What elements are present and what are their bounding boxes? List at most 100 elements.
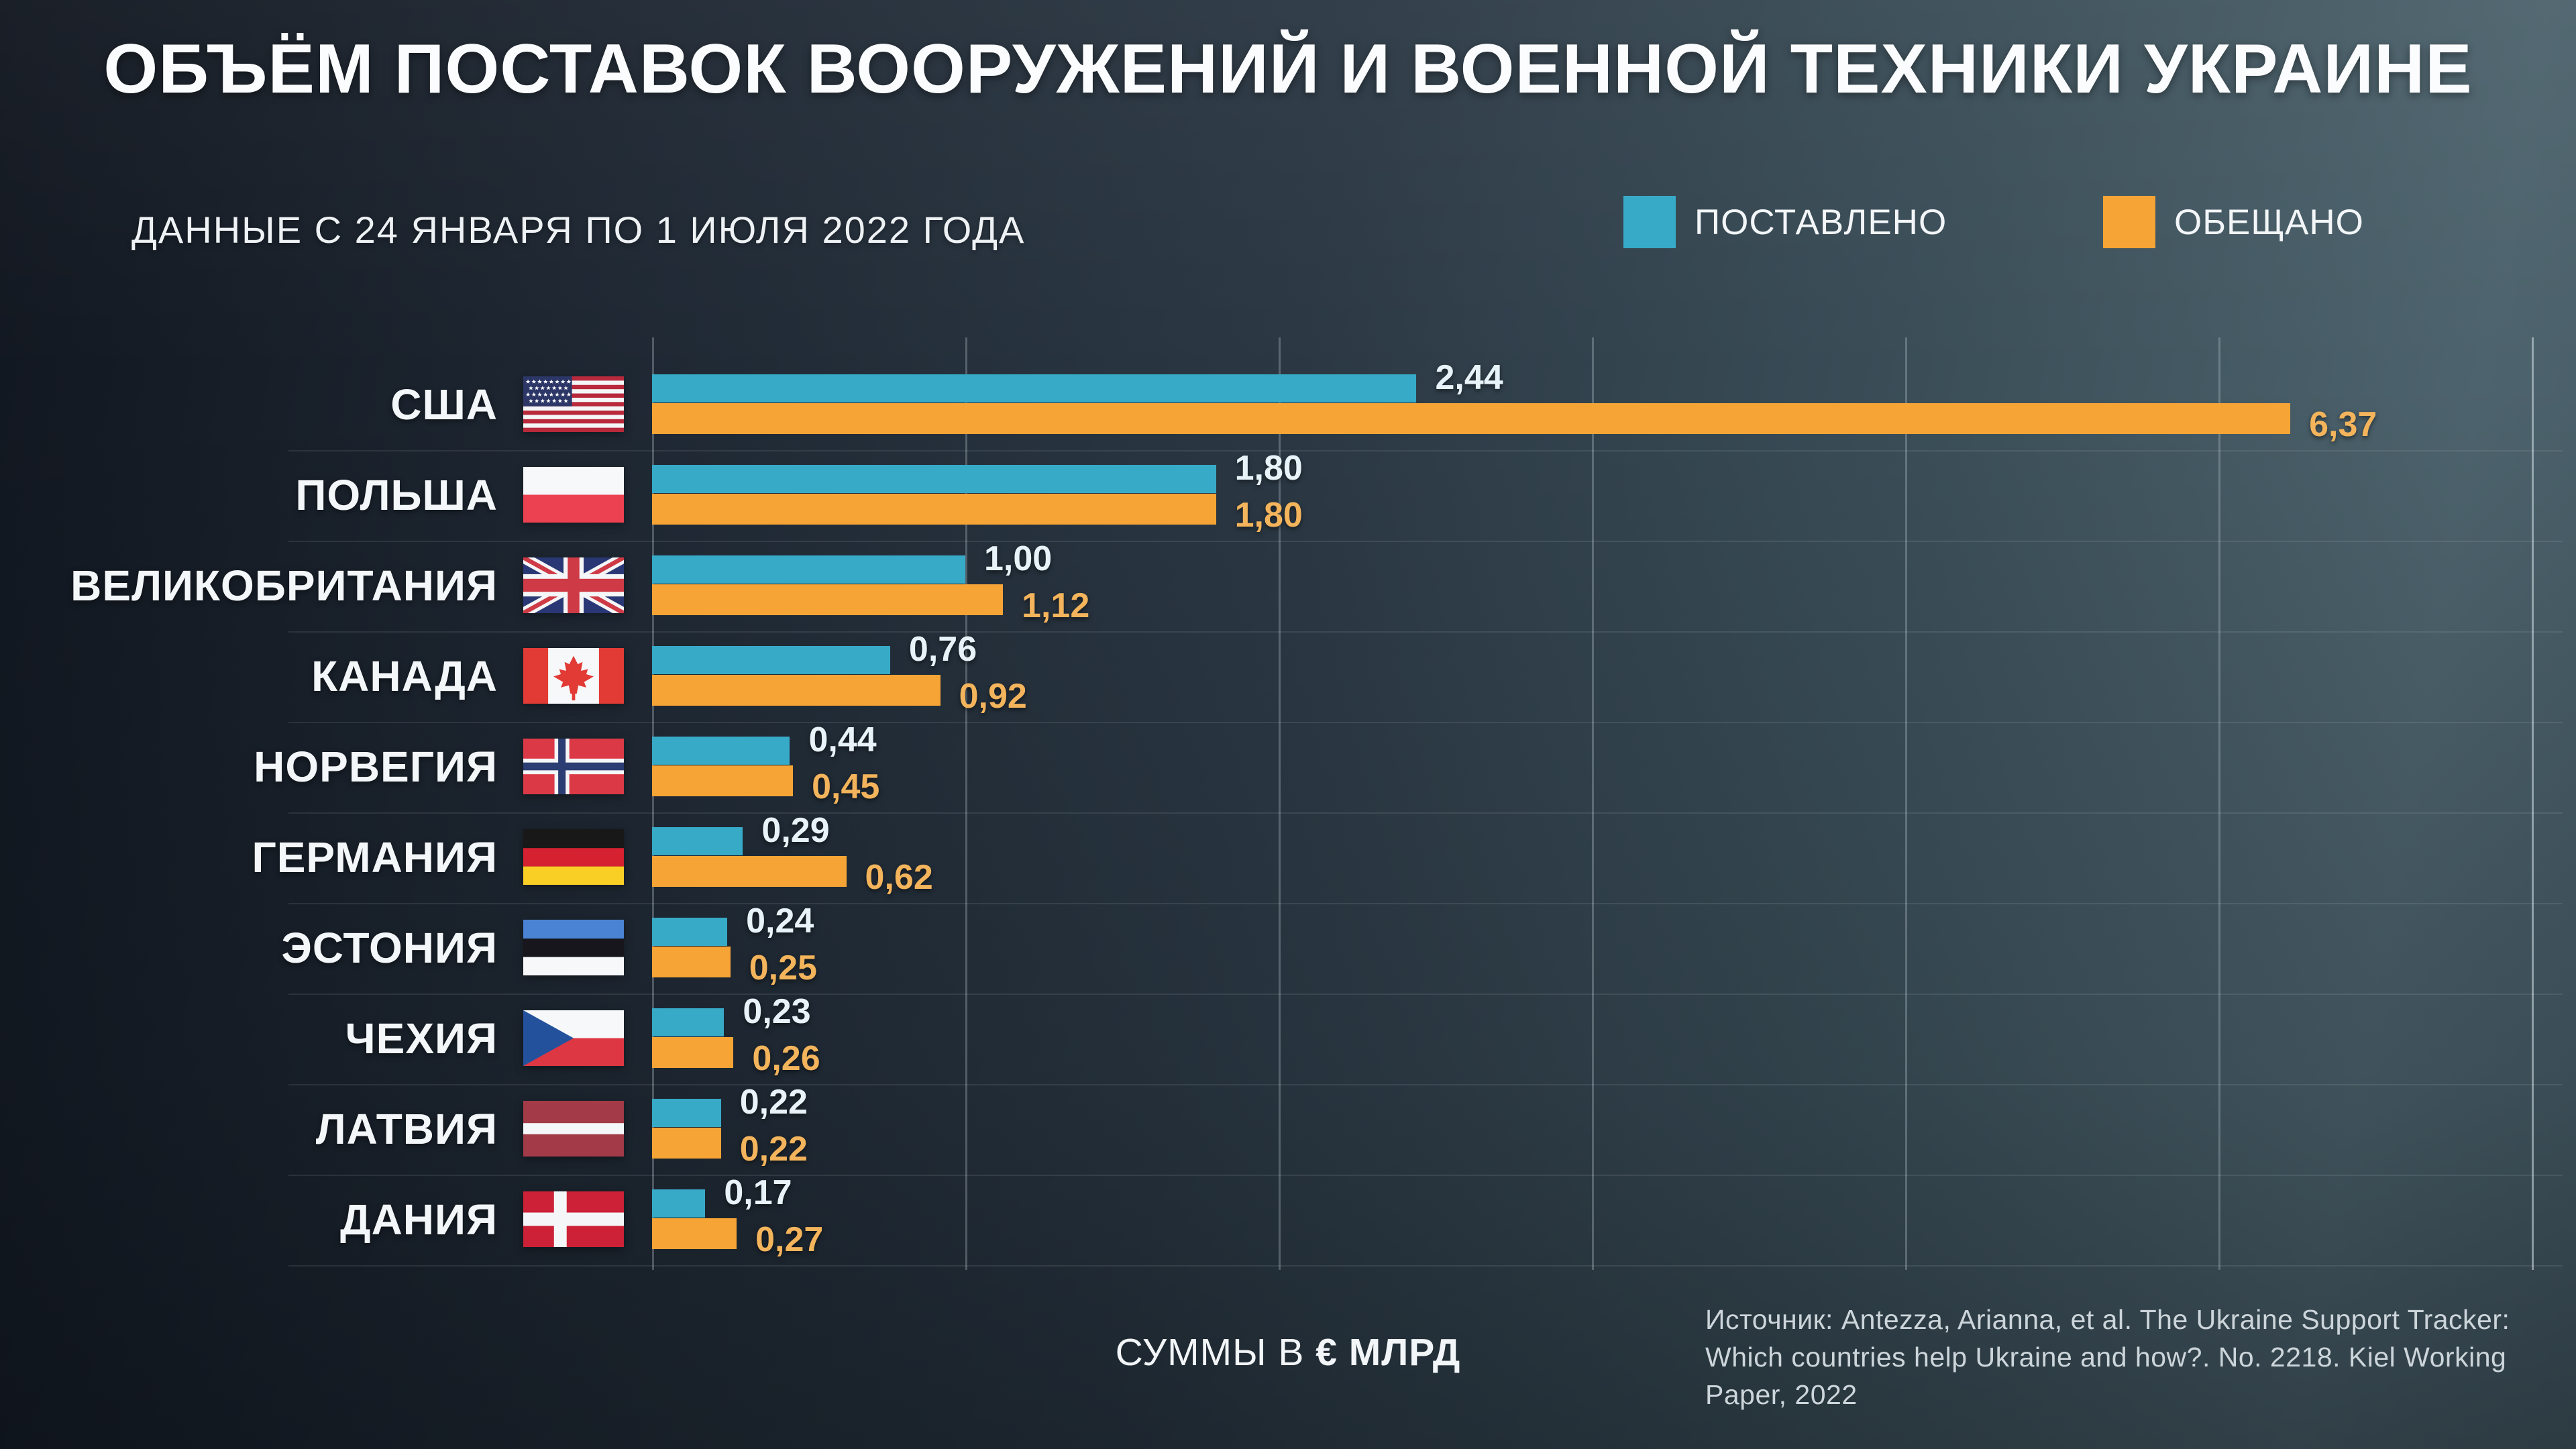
row-separator (288, 450, 2563, 451)
row-separator (288, 812, 2563, 814)
gridline-2 (1279, 337, 1281, 1270)
delivered-bar (652, 827, 743, 855)
bar-pair: 0,29 0,62 (652, 811, 2576, 897)
delivered-bar (652, 737, 790, 765)
promised-value-label: 0,45 (812, 767, 880, 806)
country-label: ПОЛЬША (295, 470, 498, 519)
delivered-value-label: 0,23 (743, 992, 811, 1031)
country-row-poland: ПОЛЬША 1,80 1,80 (0, 449, 2576, 555)
source-line-2: Which countries help Ukraine and how?. N… (1705, 1341, 2507, 1410)
bar-pair: 0,44 0,45 (652, 720, 2576, 806)
bar-pair: 0,76 0,92 (652, 630, 2576, 716)
delivered-value-label: 0,17 (724, 1173, 792, 1212)
promised-bar (652, 494, 1216, 525)
country-row-usa: США 2,44 6,37 (0, 358, 2576, 465)
promised-bar (652, 1128, 721, 1159)
legend-promised-label: ОБЕЩАНО (2174, 202, 2364, 242)
country-row-germany: ГЕРМАНИЯ 0,29 0,62 (0, 811, 2576, 918)
page-title: ОБЪЁМ ПОСТАВОК ВООРУЖЕНИЙ И ВОЕННОЙ ТЕХН… (103, 30, 2473, 108)
flag-usa-icon (523, 376, 624, 432)
bar-pair: 2,44 6,37 (652, 358, 2576, 444)
country-label: ГЕРМАНИЯ (252, 833, 498, 881)
gridline-0 (652, 337, 654, 1270)
flag-germany-icon (523, 829, 624, 885)
subtitle-date-range: ДАННЫЕ С 24 ЯНВАРЯ ПО 1 ИЮЛЯ 2022 ГОДА (131, 209, 1026, 251)
gridline-6 (2532, 337, 2534, 1270)
delivered-value-label: 0,44 (808, 720, 877, 759)
row-separator (288, 1084, 2563, 1085)
promised-value-label: 0,25 (749, 949, 817, 987)
delivered-bar (652, 1008, 724, 1036)
bar-pair: 0,24 0,25 (652, 902, 2576, 987)
legend-delivered-label: ПОСТАВЛЕНО (1695, 202, 1947, 242)
delivered-bar (652, 465, 1216, 493)
row-separator (288, 1175, 2563, 1176)
country-row-estonia: ЭСТОНИЯ 0,24 0,25 (0, 902, 2576, 1008)
gridline-4 (1905, 337, 1907, 1270)
bar-pair: 0,17 0,27 (652, 1173, 2576, 1259)
promised-bar (652, 1037, 734, 1068)
delivered-bar (652, 918, 728, 946)
promised-value-label: 0,22 (739, 1130, 808, 1169)
delivered-bar (652, 646, 890, 674)
legend-delivered: ПОСТАВЛЕНО (1623, 196, 1947, 248)
delivered-value-label: 0,76 (908, 630, 977, 669)
promised-value-label: 0,27 (755, 1220, 824, 1259)
promised-bar (652, 765, 794, 796)
flag-poland-icon (523, 467, 624, 523)
bar-pair: 1,00 1,12 (652, 539, 2576, 625)
delivered-value-label: 1,80 (1234, 449, 1303, 488)
delivered-bar (652, 555, 965, 584)
flag-denmark-icon (523, 1191, 624, 1247)
row-separator (288, 631, 2563, 633)
delivered-bar (652, 1099, 721, 1127)
country-row-canada: КАНАДА 0,76 0,92 (0, 630, 2576, 737)
source-attribution: Источник: Antezza, Arianna, et al. The U… (1705, 1301, 2576, 1413)
country-row-latvia: ЛАТВИЯ 0,22 0,22 (0, 1083, 2576, 1189)
promised-value-label: 0,92 (959, 677, 1027, 716)
flag-norway-icon (523, 739, 624, 794)
legend-promised: ОБЕЩАНО (2103, 196, 2364, 248)
units-caption-bold: € МЛРД (1316, 1331, 1461, 1374)
country-label: НОРВЕГИЯ (254, 742, 498, 791)
legend-promised-swatch-icon (2103, 196, 2155, 248)
country-label: США (390, 380, 498, 429)
country-row-denmark: ДАНИЯ 0,17 0,27 (0, 1173, 2576, 1280)
delivered-bar (652, 374, 1417, 402)
country-label: ЛАТВИЯ (315, 1104, 498, 1153)
delivered-value-label: 2,44 (1435, 358, 1503, 397)
promised-value-label: 1,12 (1022, 586, 1090, 625)
delivered-value-label: 0,22 (739, 1083, 808, 1122)
country-label: ДАНИЯ (339, 1195, 498, 1244)
row-separator (288, 994, 2563, 995)
promised-value-label: 0,62 (865, 858, 933, 897)
country-row-norway: НОРВЕГИЯ 0,44 0,45 (0, 720, 2576, 827)
delivered-value-label: 0,29 (761, 811, 830, 850)
promised-bar (652, 584, 1004, 615)
row-separator (288, 1265, 2563, 1267)
row-separator (288, 722, 2563, 723)
country-label: ЧЕХИЯ (345, 1014, 498, 1063)
promised-value-label: 6,37 (2309, 405, 2377, 444)
country-label: КАНАДА (311, 651, 498, 700)
country-row-czechia: ЧЕХИЯ 0,23 0,26 (0, 992, 2576, 1099)
bar-pair: 1,80 1,80 (652, 449, 2576, 535)
country-label: ВЕЛИКОБРИТАНИЯ (70, 561, 498, 610)
flag-estonia-icon (523, 920, 624, 975)
row-separator (288, 541, 2563, 542)
promised-value-label: 1,80 (1234, 496, 1303, 535)
bar-pair: 0,22 0,22 (652, 1083, 2576, 1169)
flag-canada-icon (523, 648, 624, 704)
legend-delivered-swatch-icon (1623, 196, 1676, 248)
gridline-1 (965, 337, 967, 1270)
country-label: ЭСТОНИЯ (281, 923, 498, 972)
flag-latvia-icon (523, 1101, 624, 1157)
gridline-5 (2218, 337, 2220, 1270)
units-caption: СУММЫ В € МЛРД (1116, 1330, 1461, 1375)
promised-bar (652, 947, 731, 977)
source-line-1: Источник: Antezza, Arianna, et al. The U… (1705, 1304, 2510, 1335)
flag-uk-icon (523, 557, 624, 613)
promised-bar (652, 856, 847, 887)
promised-bar (652, 1218, 737, 1249)
